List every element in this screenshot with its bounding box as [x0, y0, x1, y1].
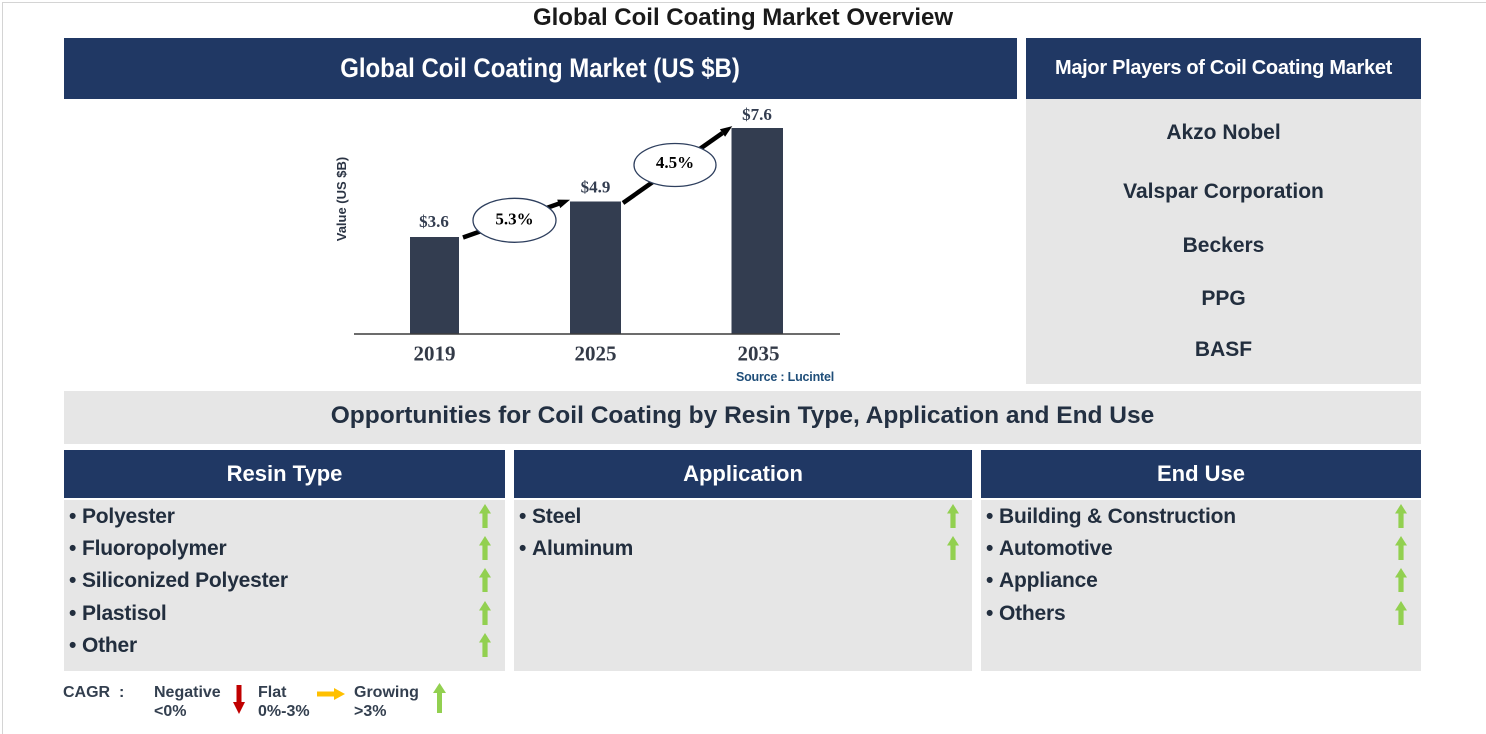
svg-text:Value (US $B): Value (US $B) [334, 157, 349, 242]
svg-text:$7.6: $7.6 [742, 105, 772, 124]
svg-text:5.3%: 5.3% [495, 210, 533, 229]
svg-text:2019: 2019 [414, 342, 456, 366]
svg-text:2035: 2035 [738, 342, 780, 366]
svg-text:$4.9: $4.9 [581, 178, 611, 197]
svg-text:$3.6: $3.6 [419, 212, 449, 231]
svg-text:4.5%: 4.5% [656, 153, 694, 172]
svg-text:2025: 2025 [575, 342, 617, 366]
